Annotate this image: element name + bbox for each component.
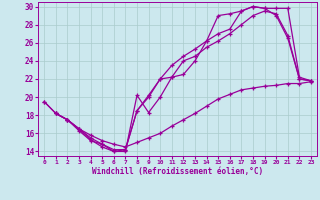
- X-axis label: Windchill (Refroidissement éolien,°C): Windchill (Refroidissement éolien,°C): [92, 167, 263, 176]
